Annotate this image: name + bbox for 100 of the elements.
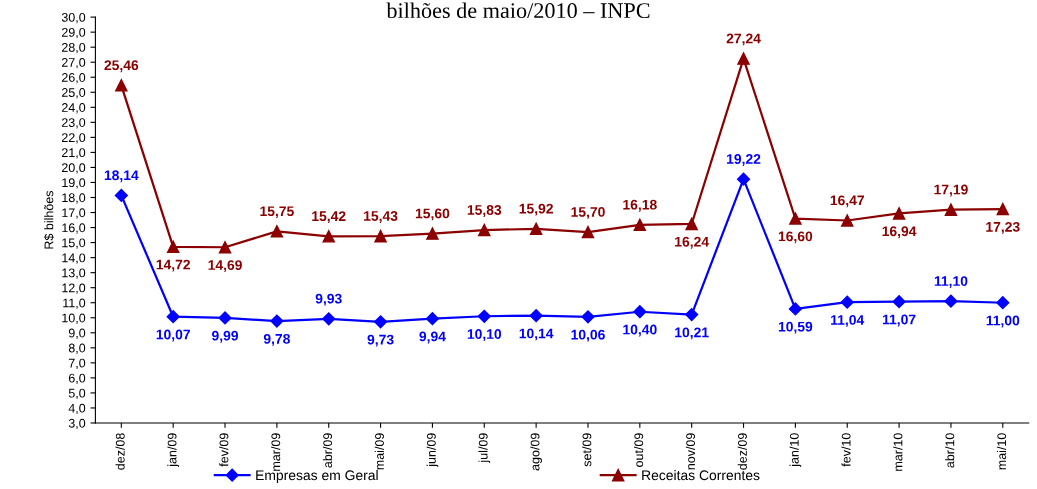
data-label: 16,60 [778, 231, 813, 244]
x-tick-label: set/09 [582, 433, 592, 467]
x-tick-label: ago/09 [530, 433, 542, 471]
x-tick-label: fev/09 [219, 433, 229, 467]
point [270, 225, 284, 238]
x-tick-label: mar/09 [271, 433, 281, 471]
point [633, 218, 647, 232]
data-label: 11,10 [934, 276, 968, 288]
point [322, 312, 336, 326]
point [737, 52, 750, 65]
x-tick-label: mai/10 [996, 433, 1007, 470]
data-label: 25,46 [104, 60, 139, 73]
y-tick-label: 17,0 [62, 208, 86, 219]
y-tick-label: 13,0 [62, 268, 86, 279]
point [477, 309, 491, 323]
data-label: 19,22 [727, 154, 761, 166]
y-tick-label: 22,0 [61, 133, 86, 144]
data-label: 11,04 [831, 314, 865, 327]
legend-label: Empresas em Geral [256, 469, 378, 483]
point [892, 295, 906, 309]
point [373, 315, 388, 329]
y-tick-label: 7,0 [68, 358, 86, 369]
data-label: 10,07 [156, 329, 190, 342]
y-tick-label: 16,0 [62, 223, 86, 234]
point [529, 309, 543, 323]
data-label: 14,72 [156, 259, 190, 272]
point [426, 227, 439, 240]
y-tick-label: 4,0 [68, 403, 86, 415]
y-tick-label: 28,0 [61, 42, 86, 54]
data-label: 10,14 [519, 328, 554, 341]
point [736, 172, 751, 186]
y-tick-label: 29,0 [61, 27, 86, 39]
point [840, 214, 854, 227]
y-tick-label: 8,0 [68, 343, 86, 354]
y-tick-label: 27,0 [61, 58, 86, 69]
point [788, 302, 802, 316]
point [581, 225, 595, 239]
data-label: 9,73 [367, 334, 394, 347]
data-label: 10,59 [778, 321, 813, 334]
point [115, 79, 128, 92]
x-tick-label: jan/09 [167, 433, 180, 468]
point [218, 311, 232, 325]
point [425, 312, 440, 326]
y-tick-label: 6,0 [68, 373, 86, 385]
y-tick-label: 10,0 [62, 313, 86, 324]
legend-label: Receitas Correntes [642, 469, 760, 481]
data-label: 10,21 [675, 327, 709, 340]
data-label: 15,83 [467, 205, 502, 217]
point [685, 308, 699, 322]
x-tick-label: jul/09 [478, 433, 491, 463]
point [685, 217, 698, 231]
data-label: 15,75 [260, 206, 294, 219]
data-label: 17,23 [986, 221, 1020, 234]
data-label: 16,18 [623, 199, 657, 212]
data-label: 16,94 [882, 226, 917, 239]
data-label: 14,69 [208, 260, 242, 272]
data-label: 15,92 [519, 203, 553, 216]
y-tick-label: 9,0 [68, 328, 86, 339]
data-label: 15,42 [312, 211, 346, 224]
point [166, 240, 180, 254]
x-tick-label: out/09 [634, 433, 644, 467]
data-label: 17,19 [934, 184, 968, 197]
x-tick-label: dez/08 [115, 433, 125, 470]
data-label: 18,14 [104, 170, 139, 183]
x-tick-label: mai/09 [374, 433, 384, 470]
x-tick-label: abr/09 [322, 433, 333, 468]
point [478, 223, 491, 237]
data-label: 9,78 [263, 333, 290, 346]
point [218, 241, 232, 254]
point [892, 207, 906, 220]
point [789, 212, 802, 225]
data-label: 10,10 [467, 329, 502, 341]
y-tick-label: 5,0 [68, 388, 86, 400]
x-tick-label: mar/10 [893, 433, 903, 471]
point [996, 202, 1010, 216]
point [840, 295, 854, 309]
point [322, 230, 335, 243]
y-tick-label: 20,0 [61, 163, 86, 174]
point [529, 222, 543, 236]
chart-title: bilhões de maio/2010 – INPC [386, 2, 650, 19]
y-tick-label: 26,0 [61, 73, 86, 84]
data-label: 15,60 [415, 208, 450, 221]
data-label: 15,43 [364, 211, 398, 223]
y-tick-label: 11,0 [63, 298, 86, 309]
data-label: 9,94 [419, 331, 446, 344]
data-label: 16,47 [830, 195, 864, 208]
point [996, 296, 1010, 310]
y-tick-label: 24,0 [61, 103, 86, 114]
x-tick-label: fev/10 [841, 433, 851, 467]
x-tick-label: nov/09 [685, 433, 696, 470]
x-tick-label: jun/09 [426, 433, 439, 468]
y-tick-label: 30,0 [61, 12, 86, 24]
y-tick-label: 19,0 [62, 178, 86, 189]
point [270, 314, 284, 328]
point [944, 294, 958, 308]
point [114, 188, 128, 202]
x-tick-label: dez/09 [737, 433, 747, 470]
point [944, 203, 958, 216]
data-label: 11,07 [882, 314, 916, 327]
y-tick-label: 14,0 [62, 253, 86, 264]
